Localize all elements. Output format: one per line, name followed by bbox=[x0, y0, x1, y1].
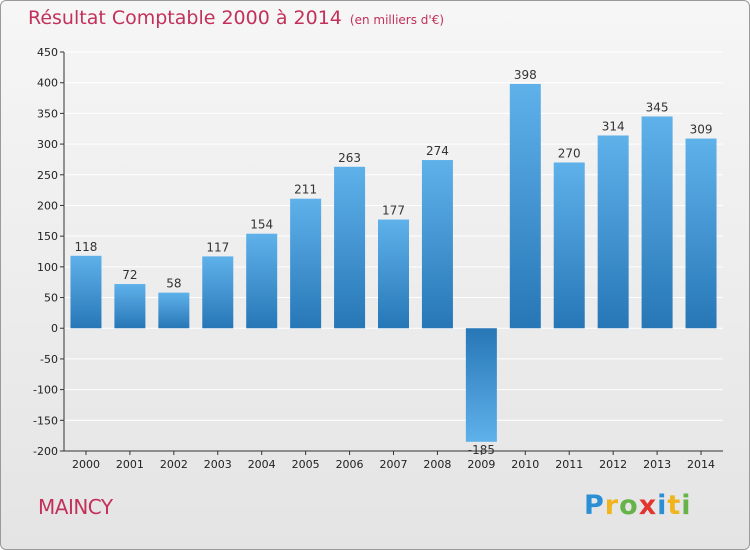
y-tick-label: 0 bbox=[51, 322, 58, 335]
logo-letter: i bbox=[657, 490, 668, 521]
y-tick-label: 450 bbox=[37, 46, 58, 59]
data-label: 154 bbox=[250, 218, 273, 232]
bar-2006 bbox=[334, 166, 366, 329]
data-label: 345 bbox=[646, 100, 669, 114]
bar-2009 bbox=[465, 328, 497, 442]
y-tick-label: 200 bbox=[37, 199, 58, 212]
y-tick-label: 50 bbox=[44, 292, 58, 305]
bar-2001 bbox=[114, 284, 146, 329]
bar-2000 bbox=[70, 255, 102, 329]
logo-letter: t bbox=[667, 490, 682, 521]
x-tick-label: 2000 bbox=[72, 458, 100, 471]
data-label: 117 bbox=[206, 240, 229, 254]
x-tick-label: 2009 bbox=[467, 458, 495, 471]
data-labels: 118 72 58 117 154 211 263 177 274 -185 398 270 314 34… bbox=[75, 68, 713, 457]
x-tick-label: 2012 bbox=[599, 458, 627, 471]
chart-title: Résultat Comptable 2000 à 2014 (en millie… bbox=[28, 7, 444, 29]
x-tick-label: 2002 bbox=[160, 458, 188, 471]
bars bbox=[70, 83, 717, 442]
bar-2014 bbox=[685, 138, 717, 329]
commune-name: MAINCY bbox=[38, 495, 113, 519]
y-tick-label: 400 bbox=[37, 77, 58, 90]
x-tick-label: 2006 bbox=[336, 458, 364, 471]
x-tick-label: 2008 bbox=[423, 458, 451, 471]
x-tick-label: 2014 bbox=[687, 458, 715, 471]
y-tick-label: 100 bbox=[37, 261, 58, 274]
y-tick-label: 300 bbox=[37, 138, 58, 151]
data-label: 177 bbox=[382, 204, 405, 218]
data-label: 118 bbox=[75, 240, 98, 254]
x-tick-label: 2003 bbox=[204, 458, 232, 471]
y-tick-label: 250 bbox=[37, 169, 58, 182]
bar-2008 bbox=[421, 160, 453, 329]
x-tick-label: 2004 bbox=[248, 458, 276, 471]
proxiti-logo[interactable]: Proxiti bbox=[584, 490, 692, 521]
bar-2010 bbox=[509, 83, 541, 329]
unit-text: (en milliers d'€) bbox=[349, 13, 445, 27]
bar-2002 bbox=[158, 292, 190, 329]
y-tick-label: -150 bbox=[33, 414, 58, 427]
bar-2003 bbox=[202, 256, 234, 329]
y-tick-label: -100 bbox=[33, 384, 58, 397]
logo-letter: i bbox=[681, 490, 692, 521]
logo-letter: o bbox=[619, 490, 639, 521]
bar-2012 bbox=[597, 135, 629, 329]
x-tick-label: 2011 bbox=[555, 458, 583, 471]
y-tick-label: 350 bbox=[37, 107, 58, 120]
x-tick-label: 2001 bbox=[116, 458, 144, 471]
x-tick-label: 2010 bbox=[511, 458, 539, 471]
data-label: 398 bbox=[514, 68, 537, 82]
data-label: 314 bbox=[602, 119, 625, 133]
logo-letter: r bbox=[604, 490, 620, 521]
bar-2004 bbox=[246, 233, 278, 329]
bar-2011 bbox=[553, 162, 585, 329]
axes: -200 -150 -100 -50 0 50 100 150 200 250 300 350 400 4… bbox=[33, 46, 723, 471]
y-tick-label: -200 bbox=[33, 445, 58, 458]
bar-2013 bbox=[641, 116, 673, 329]
data-label: 58 bbox=[166, 277, 181, 291]
y-tick-label: -50 bbox=[40, 353, 58, 366]
logo-letter: x bbox=[638, 490, 658, 521]
data-label: -185 bbox=[468, 443, 495, 457]
bar-2005 bbox=[290, 198, 322, 329]
y-tick-label: 150 bbox=[37, 230, 58, 243]
x-tick-label: 2007 bbox=[380, 458, 408, 471]
logo-letter: P bbox=[584, 490, 605, 521]
data-label: 309 bbox=[690, 123, 713, 137]
data-label: 263 bbox=[338, 151, 361, 165]
x-tick-label: 2013 bbox=[643, 458, 671, 471]
data-label: 270 bbox=[558, 146, 581, 160]
bar-2007 bbox=[378, 219, 409, 329]
x-tick-label: 2005 bbox=[292, 458, 320, 471]
data-label: 274 bbox=[426, 144, 449, 158]
data-label: 72 bbox=[122, 268, 137, 282]
title-text: Résultat Comptable 2000 à 2014 bbox=[28, 7, 342, 29]
data-label: 211 bbox=[294, 183, 317, 197]
